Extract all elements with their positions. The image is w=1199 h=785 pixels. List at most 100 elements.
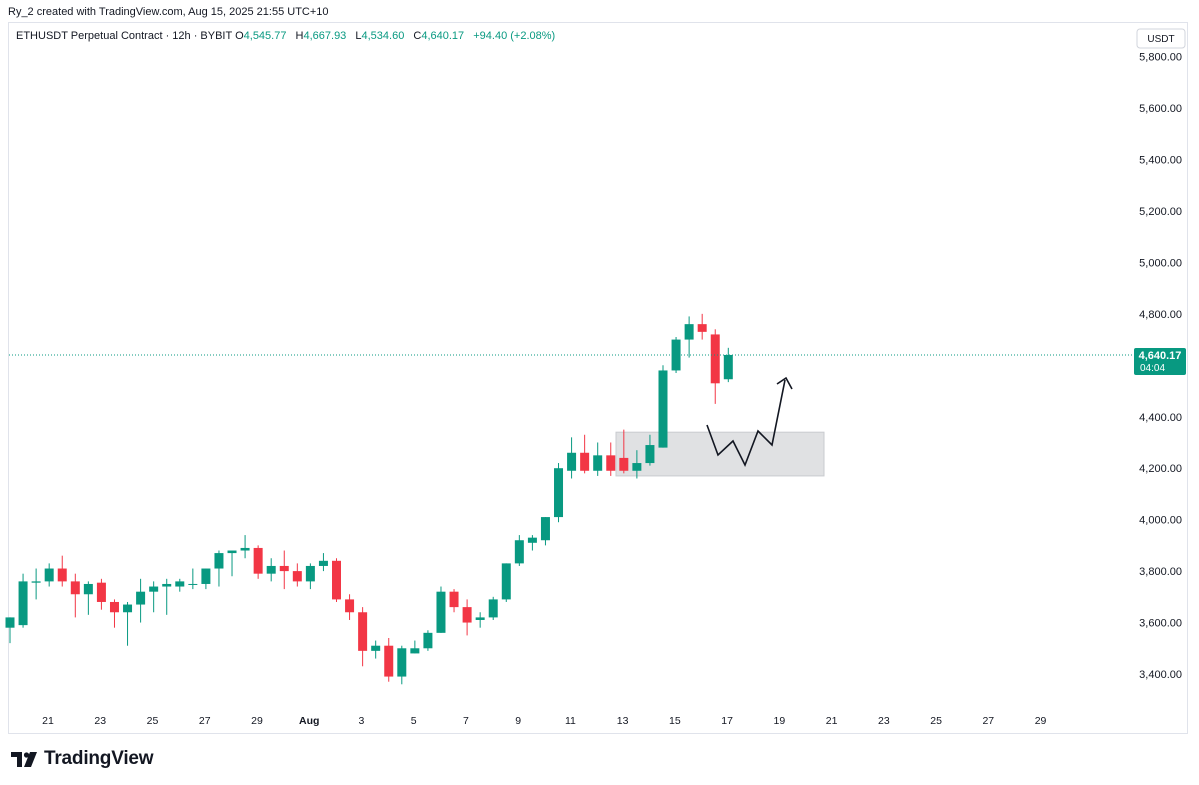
candle <box>410 640 420 654</box>
candle-body <box>475 617 485 620</box>
price-tick-label: 5,800.00 <box>1139 52 1182 64</box>
time-tick-label: 5 <box>411 715 417 727</box>
candle <box>83 581 93 615</box>
candle <box>384 637 394 682</box>
candle <box>619 429 629 474</box>
candle-body <box>188 583 198 585</box>
symbol-legend[interactable]: ETHUSDT Perpetual Contract · 12h · BYBIT… <box>16 30 555 42</box>
candle <box>645 434 655 466</box>
price-tick-label: 5,200.00 <box>1139 206 1182 218</box>
price-tick-label: 5,600.00 <box>1139 103 1182 115</box>
candle <box>136 578 146 623</box>
price-tick-label: 4,000.00 <box>1139 515 1182 527</box>
candle-layer <box>5 313 733 685</box>
price-tick-label: 3,400.00 <box>1139 669 1182 681</box>
candle-body <box>227 550 237 554</box>
candle-body <box>358 612 368 651</box>
candle <box>123 601 133 646</box>
candle <box>606 442 616 476</box>
candle-body <box>279 565 289 572</box>
candle-body <box>384 645 394 677</box>
time-tick-label: 27 <box>199 715 211 727</box>
candle <box>475 612 485 628</box>
time-tick-label: 23 <box>878 715 890 727</box>
candle-body <box>697 324 707 332</box>
price-tick-label: 4,200.00 <box>1139 463 1182 475</box>
time-tick-label: 9 <box>515 715 521 727</box>
candle-body <box>606 455 616 471</box>
price-tick-label: 4,400.00 <box>1139 412 1182 424</box>
candle <box>358 607 368 667</box>
candle-body <box>240 547 250 551</box>
candle <box>240 535 250 559</box>
candle-body <box>658 370 668 448</box>
candle <box>567 437 577 479</box>
time-tick-label: 19 <box>774 715 786 727</box>
low-label: L <box>355 30 362 42</box>
close-label: C <box>413 30 422 42</box>
candle-body <box>175 581 185 587</box>
symbol-title: ETHUSDT Perpetual Contract · 12h · BYBIT <box>16 30 233 42</box>
candle-body <box>488 599 498 618</box>
candle <box>188 568 198 590</box>
time-tick-label: 29 <box>251 715 263 727</box>
price-tick-label: 4,800.00 <box>1139 309 1182 321</box>
candle-body <box>345 599 355 613</box>
candle <box>593 442 603 476</box>
candle <box>436 586 446 633</box>
candle-countdown: 04:04 <box>1140 363 1165 374</box>
candle <box>5 617 15 644</box>
candle-body <box>31 581 41 583</box>
candle <box>279 550 289 590</box>
candle <box>514 535 524 566</box>
candle <box>345 594 355 620</box>
time-tick-label: 27 <box>982 715 994 727</box>
candle-body <box>514 540 524 564</box>
candle-body <box>397 648 407 677</box>
candle-body <box>619 457 629 471</box>
candle <box>671 337 681 374</box>
candle-body <box>70 581 80 595</box>
candle <box>632 450 642 479</box>
candle-body <box>449 591 459 608</box>
candle-body <box>109 601 119 613</box>
candle-body <box>96 582 106 602</box>
candle <box>332 558 341 602</box>
time-tick-label: 25 <box>930 715 942 727</box>
chart-attribution: Ry_2 created with TradingView.com, Aug 1… <box>8 6 329 18</box>
time-tick-label: 21 <box>826 715 838 727</box>
candle <box>371 640 381 659</box>
time-tick-label: 25 <box>147 715 159 727</box>
candle <box>462 599 472 636</box>
candle-body <box>266 565 276 574</box>
price-tick-label: 3,800.00 <box>1139 566 1182 578</box>
candle <box>554 463 564 523</box>
low-value: 4,534.60 <box>361 30 405 42</box>
candle-body <box>292 571 302 582</box>
candle-body <box>305 565 315 582</box>
candle <box>227 550 237 577</box>
close-value: 4,640.17 <box>421 30 465 42</box>
time-tick-label: 23 <box>94 715 106 727</box>
candle <box>70 573 80 618</box>
candle-body <box>710 334 720 384</box>
candle <box>162 578 172 615</box>
tradingview-logo[interactable]: TradingView <box>10 748 154 770</box>
price-tick-label: 5,400.00 <box>1139 155 1182 167</box>
time-tick-label: 15 <box>669 715 681 727</box>
candle <box>684 316 694 358</box>
candle-body <box>5 617 15 628</box>
candle-body <box>253 547 263 574</box>
candle-body <box>57 568 67 582</box>
candle-body <box>332 560 341 600</box>
candle <box>109 599 119 628</box>
candle-body <box>162 583 172 587</box>
chart-frame <box>8 22 1188 734</box>
candle <box>540 517 550 546</box>
candle-body <box>684 324 694 340</box>
projected-path-line <box>706 379 786 467</box>
time-tick-label: Aug <box>299 715 319 727</box>
candle <box>580 434 590 474</box>
last-price-label: 4,640.17 <box>1139 350 1182 362</box>
